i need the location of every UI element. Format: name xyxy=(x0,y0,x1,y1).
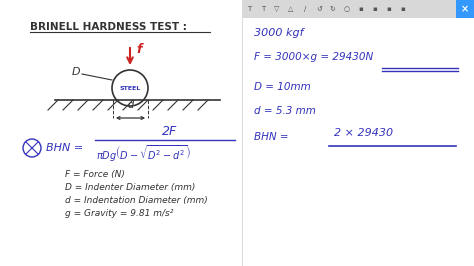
Text: F = 3000×g = 29430N: F = 3000×g = 29430N xyxy=(254,52,373,62)
Text: BHN =: BHN = xyxy=(254,132,288,142)
Text: F = Force (N): F = Force (N) xyxy=(65,170,125,179)
Text: f: f xyxy=(136,43,142,56)
Text: BHN =: BHN = xyxy=(46,143,83,153)
Text: $\pi Dg\left(D-\sqrt{D^2-d^2}\right)$: $\pi Dg\left(D-\sqrt{D^2-d^2}\right)$ xyxy=(96,143,191,164)
Text: ○: ○ xyxy=(344,6,350,12)
Text: △: △ xyxy=(288,6,293,12)
Text: d = 5.3 mm: d = 5.3 mm xyxy=(254,106,316,116)
Text: T: T xyxy=(247,6,251,12)
Text: /: / xyxy=(304,6,306,12)
Text: g = Gravity = 9.81 m/s²: g = Gravity = 9.81 m/s² xyxy=(65,209,173,218)
Text: ×: × xyxy=(461,4,469,14)
Text: 2F: 2F xyxy=(163,125,178,138)
Bar xyxy=(456,0,474,18)
Text: ↺: ↺ xyxy=(316,6,322,12)
Text: ▪: ▪ xyxy=(373,6,377,12)
Text: D = 10mm: D = 10mm xyxy=(254,82,310,92)
Text: STEEL: STEEL xyxy=(119,85,141,90)
Text: BRINELL HARDNESS TEST :: BRINELL HARDNESS TEST : xyxy=(30,22,187,32)
Bar xyxy=(242,0,474,18)
Text: D = Indenter Diameter (mm): D = Indenter Diameter (mm) xyxy=(65,183,195,192)
Text: 2 × 29430: 2 × 29430 xyxy=(334,128,393,138)
Text: 3000 kgf: 3000 kgf xyxy=(254,28,303,38)
Text: ▪: ▪ xyxy=(358,6,363,12)
Text: T: T xyxy=(261,6,265,12)
Text: d: d xyxy=(128,100,134,110)
Text: d = Indentation Diameter (mm): d = Indentation Diameter (mm) xyxy=(65,196,208,205)
Text: ▪: ▪ xyxy=(401,6,405,12)
Text: D: D xyxy=(72,67,81,77)
Text: ▪: ▪ xyxy=(386,6,391,12)
Text: ↻: ↻ xyxy=(330,6,336,12)
Text: ▽: ▽ xyxy=(274,6,280,12)
